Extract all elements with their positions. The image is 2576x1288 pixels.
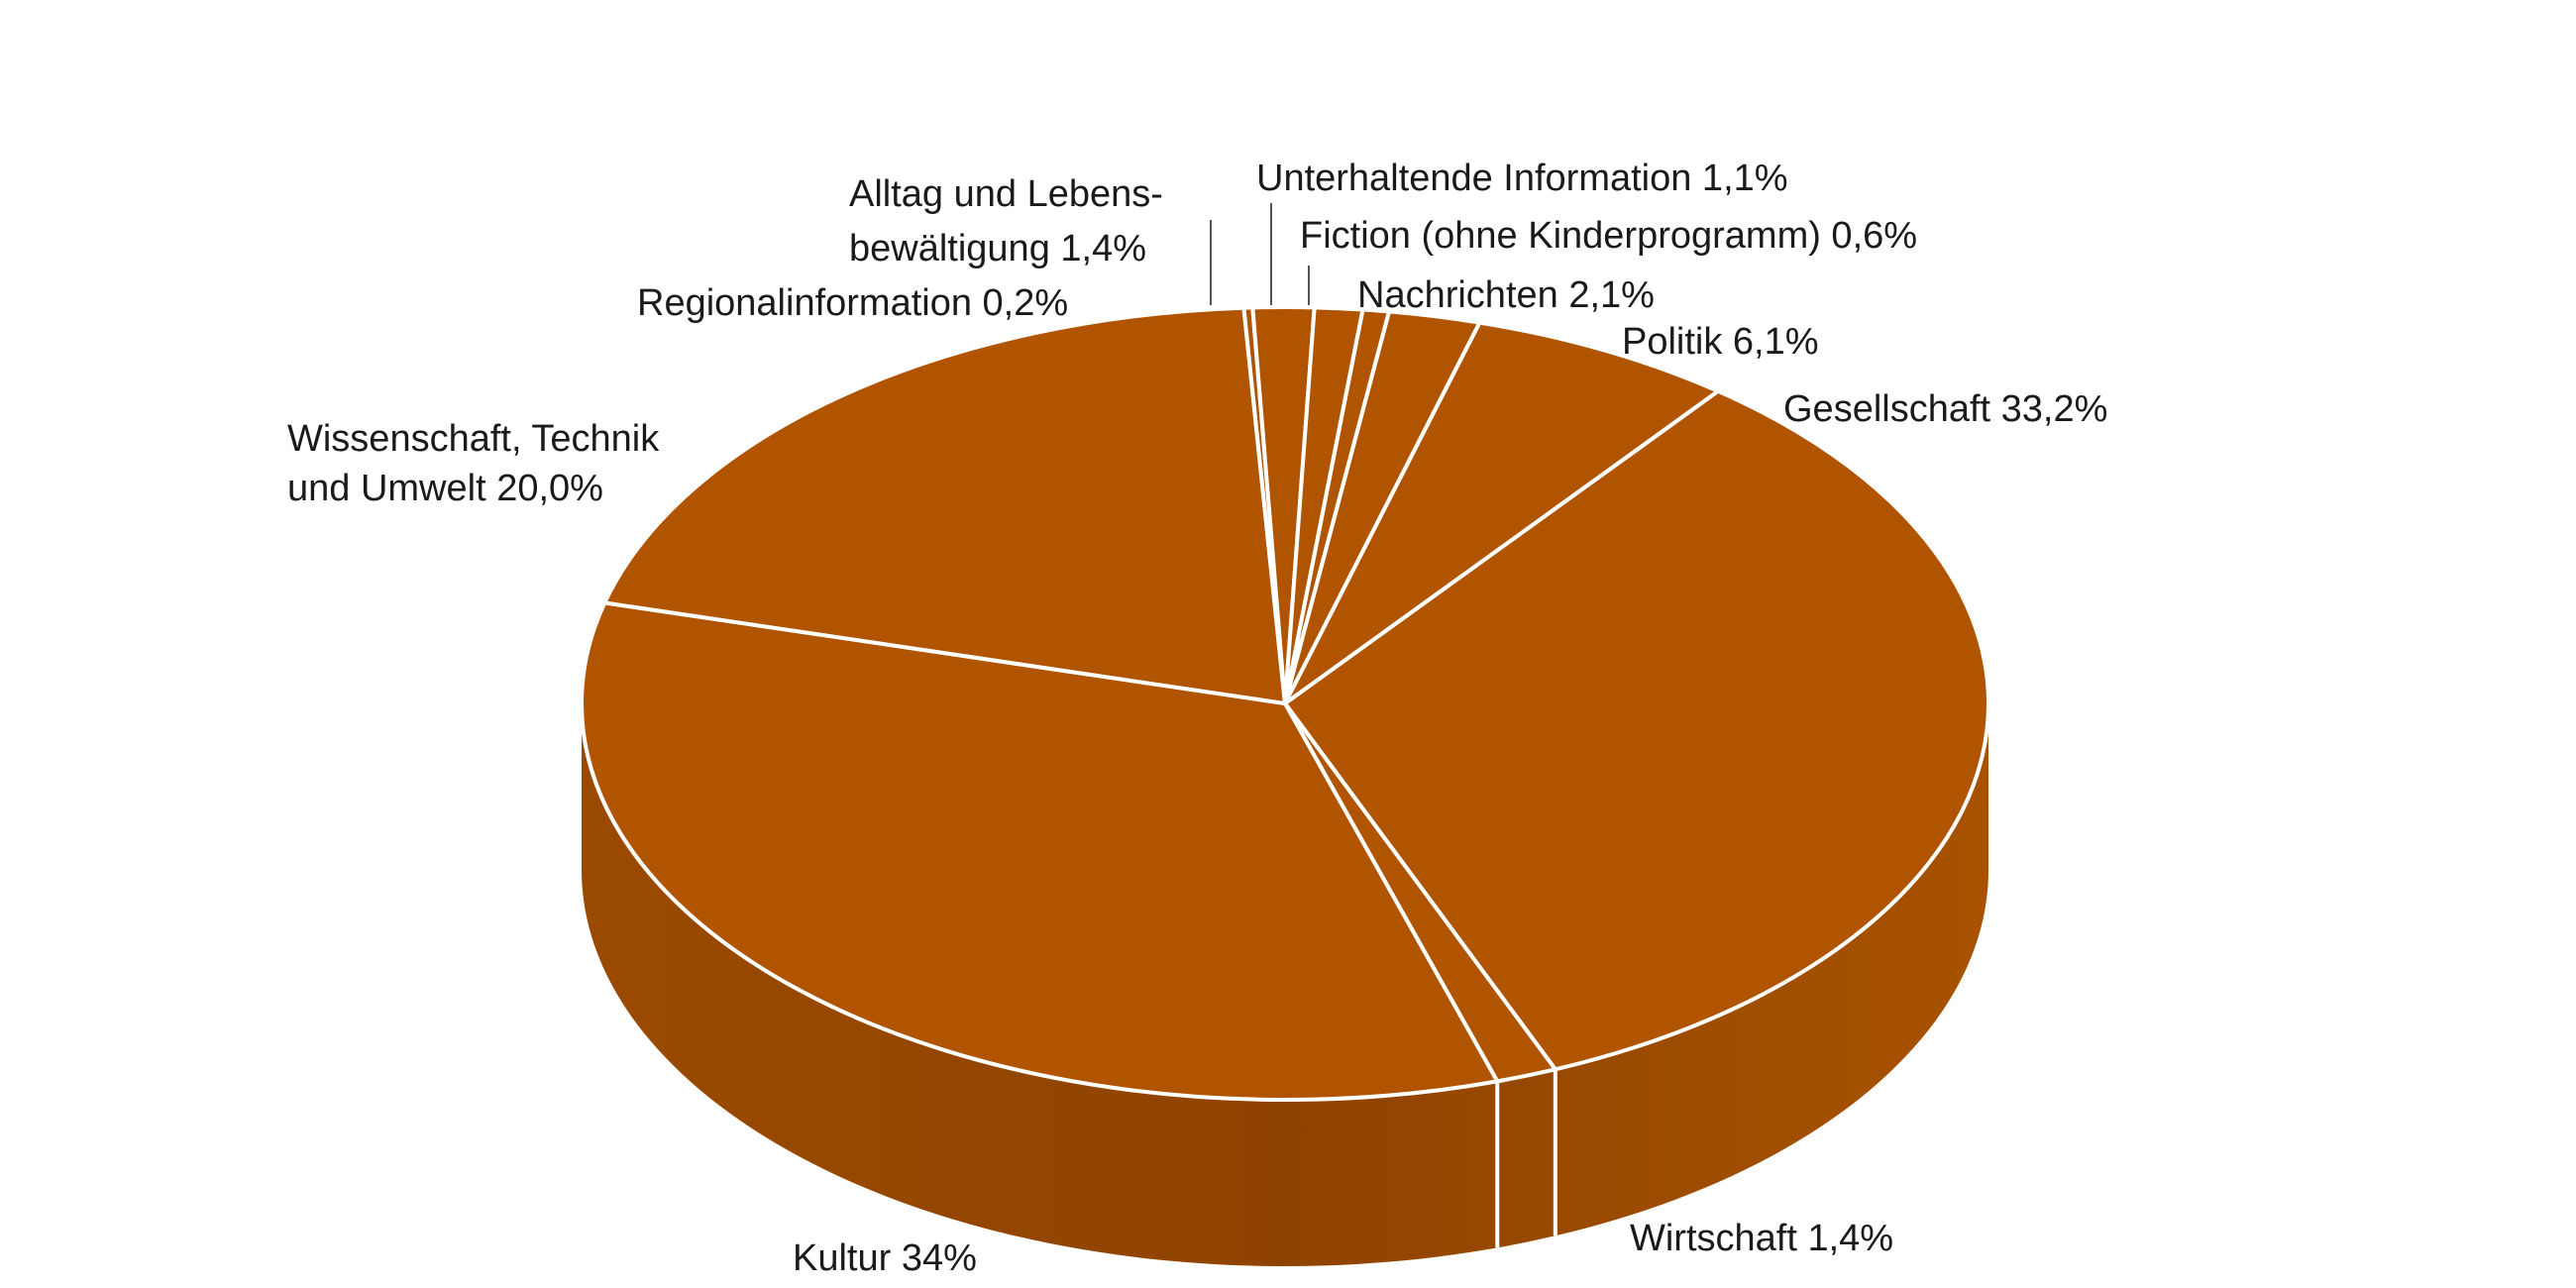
label-wirtschaft: Wirtschaft 1,4% [1630, 1218, 1893, 1259]
label-kultur: Kultur 34% [793, 1237, 977, 1279]
label-politik: Politik 6,1% [1622, 321, 1819, 363]
label-wissenschaft-technik-und-umwelt: Wissenschaft, Technik und Umwelt 20,0% [287, 418, 660, 509]
pie-top [580, 304, 1990, 1102]
label-unterhaltende-information: Unterhaltende Information 1,1% [1256, 158, 1788, 199]
slice-politik [1283, 320, 1721, 705]
label-regionalinformation: Regionalinformation 0,2% [637, 282, 1068, 324]
label-gesellschaft: Gesellschaft 33,2% [1783, 388, 2107, 430]
label-alltag-und-lebensbewältigung: Alltag und Lebens-bewältigung 1,4% [849, 173, 1163, 269]
slice-kultur [580, 600, 1500, 1102]
label-fiction-ohne-kinderprogramm: Fiction (ohne Kinderprogramm) 0,6% [1300, 215, 1917, 257]
slice-wissenschaft-technik-und-umwelt [602, 305, 1287, 705]
slice-gesellschaft [1283, 388, 1990, 1072]
pie-rim [582, 703, 1988, 1266]
label-nachrichten: Nachrichten 2,1% [1357, 274, 1655, 316]
pie-labels: Gesellschaft 33,2% Wirtschaft 1,4% Kultur … [287, 158, 2107, 1279]
pie-side [582, 703, 1988, 1266]
